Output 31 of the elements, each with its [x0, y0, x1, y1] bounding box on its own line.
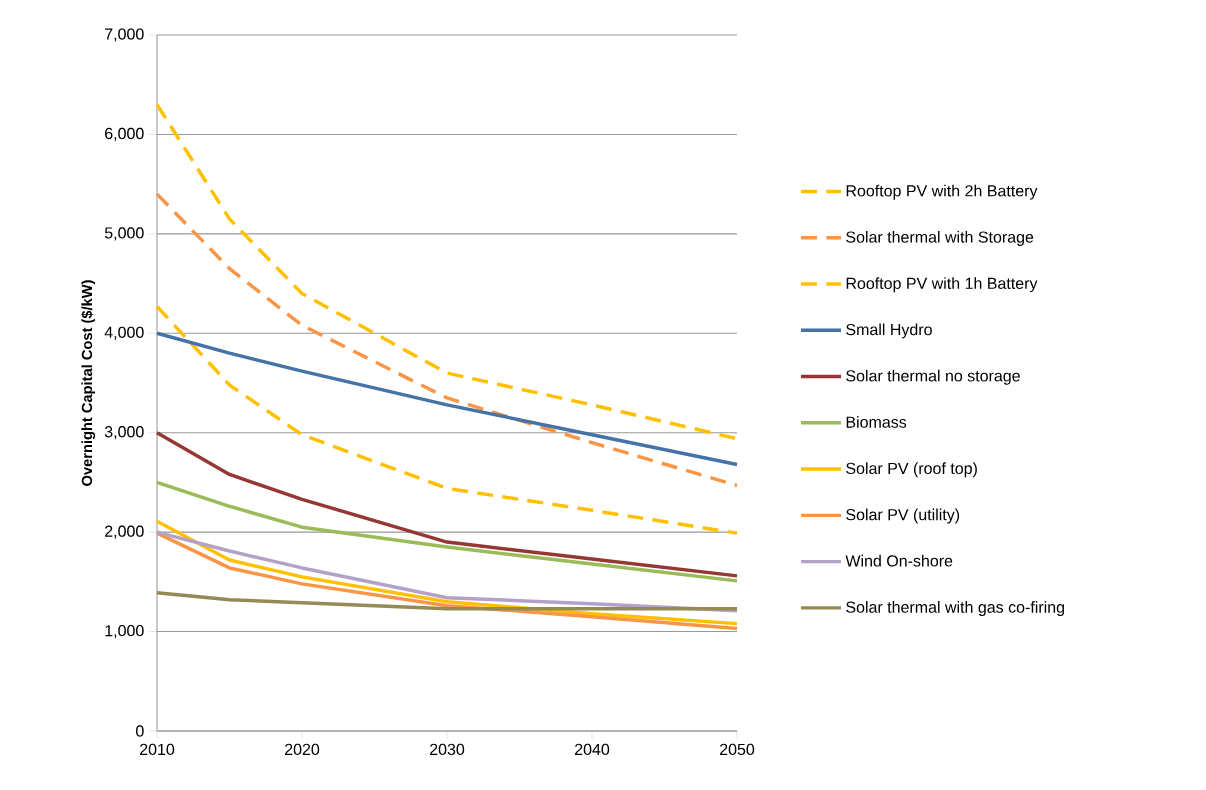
y-tick-label: 2,000 — [105, 525, 144, 539]
line-series — [155, 192, 739, 488]
legend-label: Biomass — [846, 416, 907, 428]
legend-label: Solar thermal with Storage — [846, 231, 1034, 246]
legend-label: Wind On-shore — [845, 554, 953, 567]
legend-label: Solar PV (roof top) — [846, 462, 977, 478]
y-tick-label: 3,000 — [104, 426, 144, 440]
legend-label: Small Hydro — [846, 323, 932, 339]
line-series — [155, 519, 739, 626]
legend-label: Solar thermal no storage — [846, 369, 1020, 385]
y-tick-label: 0 — [136, 725, 144, 737]
legend-label: Solar thermal with gas co-firing — [846, 601, 1064, 616]
line-series — [155, 430, 739, 578]
line-series — [155, 531, 739, 631]
y-tick-label: 5,000 — [104, 227, 144, 241]
y-tick-label: 4,000 — [104, 326, 144, 340]
line-series — [155, 480, 739, 583]
line-series — [155, 331, 739, 467]
legend-label: Solar PV (utility) — [846, 508, 960, 524]
x-tick-label: 2050 — [720, 743, 755, 756]
legend-label: Rooftop PV with 2h Battery — [846, 184, 1038, 200]
x-tick-label: 2040 — [575, 743, 610, 756]
x-tick-label: 2010 — [140, 743, 175, 756]
y-tick-label: 1,000 — [105, 624, 144, 639]
x-tick-label: 2020 — [285, 743, 320, 756]
legend-label: Rooftop PV with 1h Battery — [846, 277, 1038, 293]
y-tick-label: 7,000 — [105, 28, 144, 42]
line-series — [155, 304, 739, 535]
x-tick-label: 2030 — [430, 743, 465, 756]
y-axis-title: Overnight Capital Cost ($/kW) — [81, 280, 96, 486]
y-tick-label: 6,000 — [105, 127, 144, 142]
